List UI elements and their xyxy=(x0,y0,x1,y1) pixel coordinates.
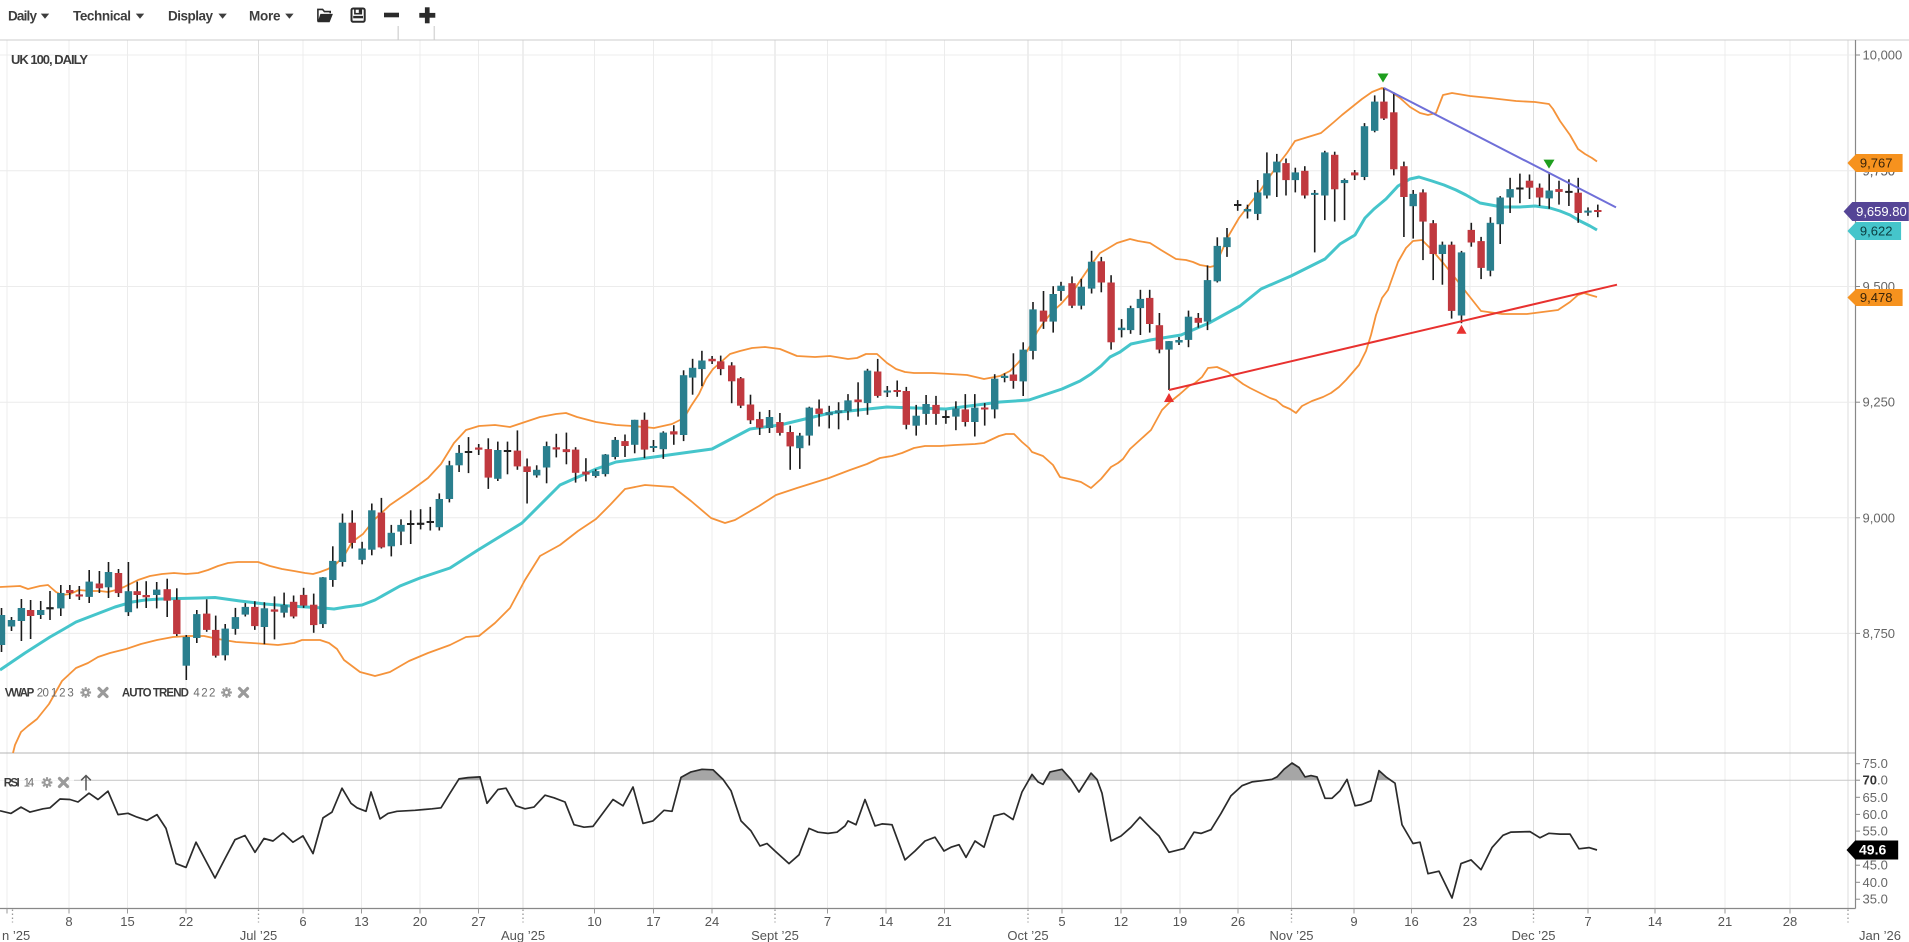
svg-text:Oct ’25: Oct ’25 xyxy=(1007,928,1048,942)
svg-text:20: 20 xyxy=(413,914,427,929)
svg-text:9,622: 9,622 xyxy=(1860,224,1893,239)
svg-text:7: 7 xyxy=(824,914,831,929)
svg-text:15: 15 xyxy=(120,914,134,929)
svg-text:Dec ’25: Dec ’25 xyxy=(1511,928,1555,942)
svg-text:Jul ’25: Jul ’25 xyxy=(240,928,278,942)
svg-text:More: More xyxy=(249,9,281,24)
svg-text:21: 21 xyxy=(1718,914,1732,929)
svg-text:12: 12 xyxy=(1114,914,1128,929)
svg-text:8,750: 8,750 xyxy=(1863,626,1896,641)
svg-text:8: 8 xyxy=(65,914,72,929)
svg-text:Sept ’25: Sept ’25 xyxy=(751,928,799,942)
svg-text:21: 21 xyxy=(937,914,951,929)
svg-text:28: 28 xyxy=(1783,914,1797,929)
svg-text:10: 10 xyxy=(587,914,601,929)
svg-text:Display: Display xyxy=(168,9,213,24)
svg-text:Technical: Technical xyxy=(73,9,131,24)
svg-text:55.0: 55.0 xyxy=(1863,824,1888,839)
svg-text:9: 9 xyxy=(1350,914,1357,929)
svg-text:23: 23 xyxy=(1463,914,1477,929)
svg-text:26: 26 xyxy=(1231,914,1245,929)
svg-text:13: 13 xyxy=(354,914,368,929)
svg-text:16: 16 xyxy=(1404,914,1418,929)
svg-text:9,478: 9,478 xyxy=(1860,290,1893,305)
svg-text:6: 6 xyxy=(299,914,306,929)
svg-text:VWAP: VWAP xyxy=(5,688,35,700)
svg-text:22: 22 xyxy=(179,914,193,929)
svg-text:9,000: 9,000 xyxy=(1863,510,1896,525)
svg-text:27: 27 xyxy=(471,914,485,929)
svg-text:5: 5 xyxy=(1058,914,1065,929)
svg-text:Nov ’25: Nov ’25 xyxy=(1269,928,1313,942)
svg-text:7: 7 xyxy=(1584,914,1591,929)
svg-text:AUTO TREND: AUTO TREND xyxy=(122,688,189,700)
svg-text:60.0: 60.0 xyxy=(1863,807,1888,822)
svg-text:70.0: 70.0 xyxy=(1863,773,1888,788)
svg-text:n ’25: n ’25 xyxy=(2,928,30,942)
svg-text:20 1 2 3: 20 1 2 3 xyxy=(37,688,74,700)
svg-text:Daily: Daily xyxy=(8,9,37,24)
svg-text:Aug ’25: Aug ’25 xyxy=(501,928,545,942)
svg-text:19: 19 xyxy=(1173,914,1187,929)
svg-text:14: 14 xyxy=(879,914,893,929)
svg-text:65.0: 65.0 xyxy=(1863,790,1888,805)
svg-text:17: 17 xyxy=(646,914,660,929)
svg-text:9,250: 9,250 xyxy=(1863,395,1896,410)
svg-text:75.0: 75.0 xyxy=(1863,756,1888,771)
svg-text:45.0: 45.0 xyxy=(1863,858,1888,873)
svg-text:9,767: 9,767 xyxy=(1860,156,1893,171)
svg-text:RSI: RSI xyxy=(4,778,20,790)
svg-text:UK 100, DAILY: UK 100, DAILY xyxy=(11,52,88,67)
svg-text:49.6: 49.6 xyxy=(1859,842,1886,858)
svg-text:40.0: 40.0 xyxy=(1863,875,1888,890)
svg-text:14: 14 xyxy=(24,778,35,790)
svg-text:Jan ’26: Jan ’26 xyxy=(1859,928,1901,942)
svg-text:24: 24 xyxy=(705,914,719,929)
svg-text:4 2 2: 4 2 2 xyxy=(193,688,215,700)
svg-text:14: 14 xyxy=(1648,914,1662,929)
svg-text:35.0: 35.0 xyxy=(1863,892,1888,907)
svg-text:9,659.80: 9,659.80 xyxy=(1856,204,1907,219)
svg-text:10,000: 10,000 xyxy=(1863,48,1903,63)
